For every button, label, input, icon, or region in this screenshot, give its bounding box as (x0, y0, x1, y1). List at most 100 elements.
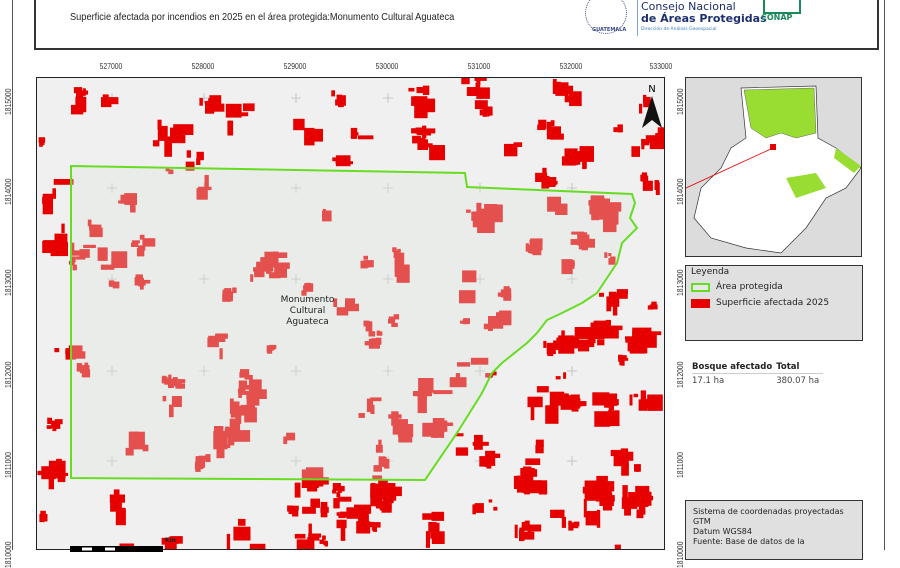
affected-area-patch (109, 494, 125, 503)
affected-area-patch (293, 505, 299, 511)
affected-area-patch (548, 126, 561, 138)
affected-area-patch (455, 447, 469, 456)
y-tick-label: 1814000 (4, 178, 13, 205)
affected-area-patch (336, 512, 340, 516)
affected-area-patch (309, 537, 320, 541)
affected-area-patch (370, 397, 382, 402)
affected-area-patch (172, 382, 179, 387)
seal-text: GUATEMALA (592, 27, 627, 33)
affected-area-patch (474, 503, 484, 513)
main-map[interactable] (36, 77, 665, 550)
affected-area-patch (168, 374, 172, 382)
affected-area-patch (577, 332, 590, 337)
affected-area-patch (169, 404, 174, 418)
affected-area-patch (594, 411, 610, 427)
legend-swatch (691, 298, 710, 308)
affected-area-patch (75, 256, 86, 260)
affected-area-patch (305, 283, 314, 292)
affected-area-patch (429, 145, 445, 161)
affected-area-patch (571, 231, 585, 235)
stats-value: 380.07 ha (776, 376, 820, 386)
x-tick-label: 531000 (467, 62, 491, 71)
affected-area-patch (237, 388, 243, 393)
affected-area-patch (604, 252, 608, 258)
affected-area-patch (298, 539, 312, 549)
affected-area-patch (235, 408, 242, 424)
affected-area-patch (303, 285, 307, 292)
affected-area-patch (561, 516, 566, 528)
affected-area-patch (522, 525, 531, 531)
affected-area-patch (336, 307, 349, 316)
grid-cross (567, 456, 577, 466)
affected-area-patch (470, 357, 489, 365)
affected-area-patch (375, 489, 382, 509)
affected-area-patch (111, 500, 120, 508)
affected-area-patch (276, 265, 287, 278)
affected-area-patch (346, 155, 351, 162)
info-line: GTM (693, 517, 711, 526)
affected-area-patch (617, 124, 623, 133)
affected-area-patch (595, 330, 609, 339)
affected-area-patch (39, 137, 44, 144)
north-arrow: N (640, 82, 664, 136)
scale-bar (70, 538, 165, 557)
affected-area-patch (144, 279, 151, 284)
grid-cross (291, 456, 301, 466)
affected-area-patch (358, 505, 369, 523)
affected-area-patch (629, 341, 646, 354)
affected-area-patch (75, 96, 87, 113)
affected-area-patch (556, 337, 560, 343)
affected-area-patch (199, 98, 203, 106)
affected-area-patch (607, 393, 618, 406)
affected-area-patch (76, 363, 83, 372)
stats-header: Total (776, 362, 824, 374)
affected-area-patch (548, 180, 558, 185)
affected-area-patch (199, 455, 210, 461)
affected-area-patch (519, 530, 525, 542)
affected-area-patch (547, 343, 554, 357)
affected-area-patch (217, 337, 225, 342)
affected-area-patch (592, 392, 610, 406)
affected-area-patch (538, 480, 548, 495)
affected-area-patch (599, 292, 604, 297)
legend-swatch (691, 282, 710, 292)
x-tick-label: 528000 (191, 62, 215, 71)
affected-area-patch (457, 362, 471, 367)
affected-area-patch (620, 448, 629, 465)
affected-area-patch (459, 320, 464, 324)
affected-area-patch (51, 420, 57, 429)
affected-area-patch (643, 96, 651, 108)
affected-area-patch (335, 161, 353, 165)
affected-area-patch (81, 369, 91, 378)
affected-area-patch (587, 332, 595, 348)
affected-area-patch (238, 518, 246, 526)
affected-area-patch (376, 331, 383, 336)
affected-area-patch (243, 103, 255, 112)
affected-area-patch (46, 425, 52, 429)
affected-area-patch (388, 319, 396, 324)
affected-area-patch (43, 240, 60, 246)
affected-area-patch (395, 250, 400, 257)
affected-area-patch (219, 348, 223, 360)
affected-area-patch (488, 499, 493, 503)
affected-area-patch (455, 373, 461, 386)
affected-area-patch (335, 99, 341, 106)
guatemala-outline (693, 85, 861, 254)
affected-area-patch (363, 320, 370, 327)
affected-area-patch (640, 390, 647, 402)
affected-area-patch (555, 376, 561, 380)
affected-area-patch (645, 186, 651, 190)
affected-area-patch (142, 238, 156, 247)
affected-area-patch (170, 127, 186, 144)
affected-area-patch (638, 500, 646, 515)
affected-area-patch (425, 531, 430, 548)
affected-area-patch (332, 483, 341, 491)
affected-area-patch (315, 477, 329, 485)
affected-area-patch (229, 418, 241, 434)
affected-area-patch (413, 391, 432, 397)
affected-area-patch (408, 87, 415, 92)
affected-area-patch (372, 475, 383, 480)
grid-cross (383, 93, 393, 103)
affected-area-patch (322, 210, 332, 222)
affected-area-patch (363, 260, 374, 268)
